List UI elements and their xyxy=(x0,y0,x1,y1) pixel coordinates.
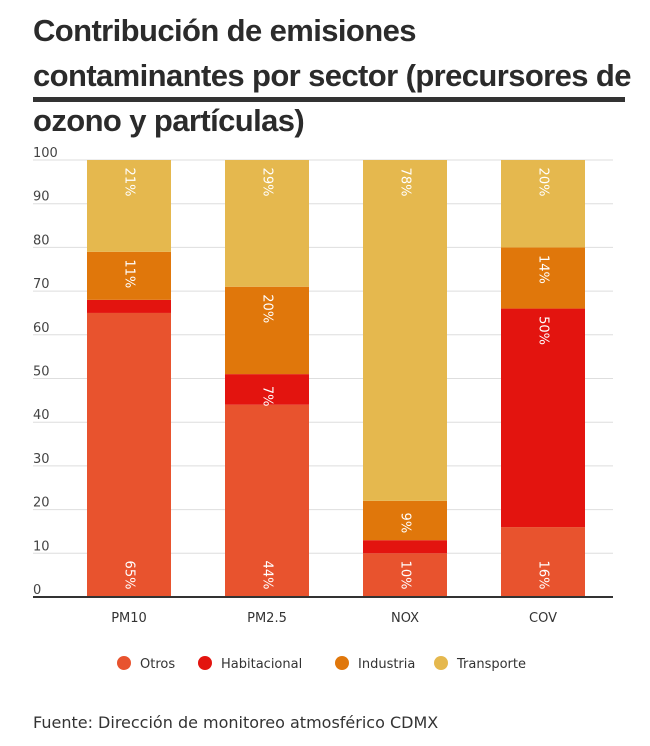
data-label: 21% xyxy=(122,168,137,197)
bar-segment xyxy=(87,251,171,300)
bar-segment xyxy=(363,160,447,501)
x-tick-label: PM10 xyxy=(111,611,147,626)
y-tick-label: 0 xyxy=(33,583,41,598)
y-tick-label: 10 xyxy=(33,539,50,554)
data-label: 65% xyxy=(122,561,137,590)
bar-segment xyxy=(225,404,309,597)
y-tick-label: 50 xyxy=(33,365,50,380)
bar-segment xyxy=(363,500,447,541)
data-label: 7% xyxy=(260,386,275,407)
y-tick-label: 60 xyxy=(33,321,50,336)
data-label: 20% xyxy=(536,168,551,197)
legend-swatch xyxy=(335,656,349,670)
x-tick-label: PM2.5 xyxy=(247,611,287,626)
y-tick-label: 40 xyxy=(33,408,50,423)
stacked-bar-chart: 0 10 20 30 40 50 60 70 80 90 100 65% 11% 21% PM10 44% 7%… xyxy=(33,146,613,672)
y-tick-label: 30 xyxy=(33,452,50,467)
bar-segment xyxy=(225,374,309,405)
legend-label: Transporte xyxy=(456,657,526,672)
y-tick-label: 100 xyxy=(33,146,58,161)
data-label: 11% xyxy=(122,259,137,288)
bar-segment xyxy=(363,540,447,554)
data-label: 14% xyxy=(536,255,551,284)
y-tick-label: 90 xyxy=(33,190,50,205)
chart-title: Contribución de emisiones contaminantes … xyxy=(33,13,632,138)
bar-segment xyxy=(225,160,309,287)
x-tick-label: COV xyxy=(529,611,557,626)
legend-label: Otros xyxy=(140,657,175,672)
data-label: 50% xyxy=(536,316,551,345)
bar-segment xyxy=(501,308,585,528)
data-label: 9% xyxy=(398,513,413,534)
bar-segment xyxy=(87,299,171,313)
y-tick-label: 70 xyxy=(33,277,50,292)
title-divider xyxy=(33,97,625,102)
bar-segment xyxy=(363,553,447,597)
bar-segment xyxy=(87,312,171,597)
data-label: 44% xyxy=(260,561,275,590)
y-tick-label: 20 xyxy=(33,496,50,511)
bar-segment xyxy=(225,286,309,375)
source-note: Fuente: Dirección de monitoreo atmosféri… xyxy=(33,713,439,732)
legend-swatch xyxy=(434,656,448,670)
legend-swatch xyxy=(117,656,131,670)
data-label: 78% xyxy=(398,168,413,197)
data-label: 10% xyxy=(398,561,413,590)
legend-label: Habitacional xyxy=(221,657,302,672)
bar-segment xyxy=(501,527,585,597)
data-label: 29% xyxy=(260,168,275,197)
x-tick-label: NOX xyxy=(391,611,419,626)
y-tick-label: 80 xyxy=(33,233,50,248)
bar-segment xyxy=(87,160,171,252)
bar-segment xyxy=(501,247,585,309)
data-label: 16% xyxy=(536,561,551,590)
data-label: 20% xyxy=(260,294,275,323)
bar-segment xyxy=(501,160,585,248)
legend-swatch xyxy=(198,656,212,670)
legend-label: Industria xyxy=(358,657,415,672)
